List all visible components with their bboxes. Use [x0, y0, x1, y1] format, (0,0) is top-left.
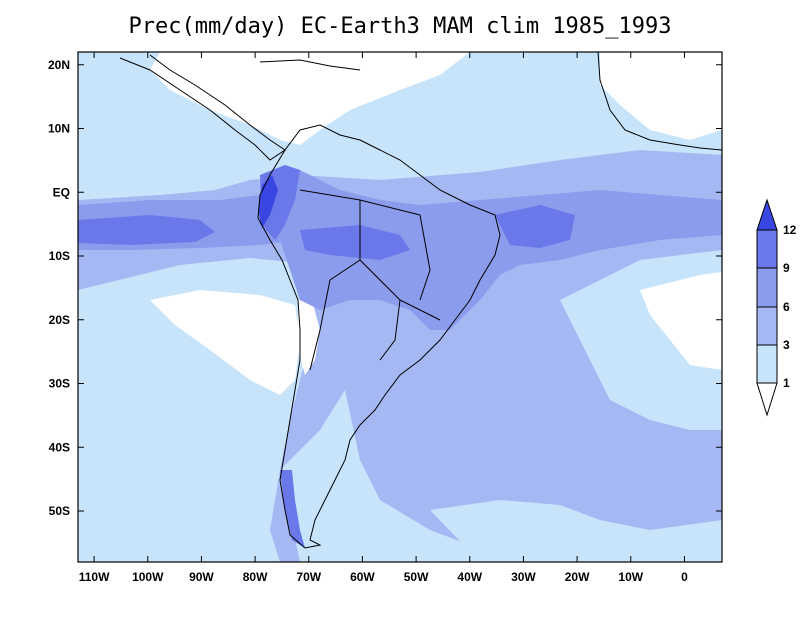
y-tick-label: 40S [49, 440, 70, 454]
x-tick-label: 70W [296, 570, 321, 584]
colorbar-6-9 [756, 267, 778, 308]
x-tick-label: 20W [565, 570, 590, 584]
map-frame [77, 51, 723, 563]
y-tick-label: 20S [49, 313, 70, 327]
coastlines [119, 52, 722, 549]
precip-6-9-amazon [260, 170, 722, 330]
x-tick-label: 110W [79, 570, 110, 584]
colorbar-above-12 [756, 198, 778, 231]
colorbar-label: 9 [783, 261, 790, 275]
x-tick-label: 90W [189, 570, 214, 584]
x-tick-label: 50W [404, 570, 429, 584]
colorbar-label: 12 [783, 223, 797, 237]
central-america-coastline [119, 54, 286, 161]
map-title: Prec(mm/day) EC-Earth3 MAM clim 1985_199… [128, 14, 672, 39]
precip-below-1-africa [600, 52, 722, 140]
precip-below-1-atacama [298, 300, 320, 375]
precip-9-12-patagonia-coast [280, 470, 305, 548]
y-tick-marks [78, 64, 722, 512]
x-tick-label: 40W [457, 570, 482, 584]
colorbar-label: 1 [783, 376, 790, 390]
x-tick-label: 30W [511, 570, 536, 584]
precip-1-3-southeast-atlantic-lower [430, 500, 722, 562]
country-borders [299, 189, 441, 371]
africa-coastline [597, 52, 722, 151]
colorbar-label: 3 [783, 338, 790, 352]
x-tick-labels: 110W 100W 90W 80W 70W 60W 50W 40W 30W 20W 10W 0 [79, 570, 688, 584]
colorbar-below-1 [756, 382, 778, 417]
precip-below-1-southeast-pacific [150, 290, 300, 395]
y-tick-label: 50S [49, 504, 70, 518]
colorbar: 1 3 6 9 12 [756, 198, 797, 417]
x-tick-marks [93, 52, 685, 562]
precip-below-1-north [150, 52, 470, 145]
y-tick-label: 10N [48, 122, 70, 136]
precip-field [78, 52, 722, 562]
x-tick-label: 10W [618, 570, 643, 584]
colorbar-label: 6 [783, 300, 790, 314]
x-tick-label: 100W [132, 570, 164, 584]
y-tick-label: 30S [49, 377, 70, 391]
colorbar-3-6 [756, 306, 778, 346]
x-tick-label: 60W [350, 570, 375, 584]
y-tick-label: 20N [48, 58, 70, 72]
colorbar-1-3 [756, 344, 778, 384]
precip-9-12-atlantic [495, 205, 575, 248]
x-tick-label: 80W [243, 570, 268, 584]
precip-9-12-amazon-patch [300, 225, 410, 260]
y-tick-labels: 20N 10N EQ 10S 20S 30S 40S 50S [48, 58, 70, 518]
x-tick-label: 0 [681, 570, 688, 584]
precip-9-12-pacific-band [78, 215, 215, 245]
y-tick-label: 10S [49, 249, 70, 263]
precip-1-3-patagonia [280, 390, 520, 562]
precip-below-1-atlantic [640, 272, 722, 370]
south-america-coastline [257, 124, 501, 549]
y-tick-label: EQ [53, 185, 70, 199]
colorbar-labels: 1 3 6 9 12 [783, 223, 797, 390]
caribbean-coastline [259, 59, 361, 71]
colorbar-9-12 [756, 229, 778, 269]
